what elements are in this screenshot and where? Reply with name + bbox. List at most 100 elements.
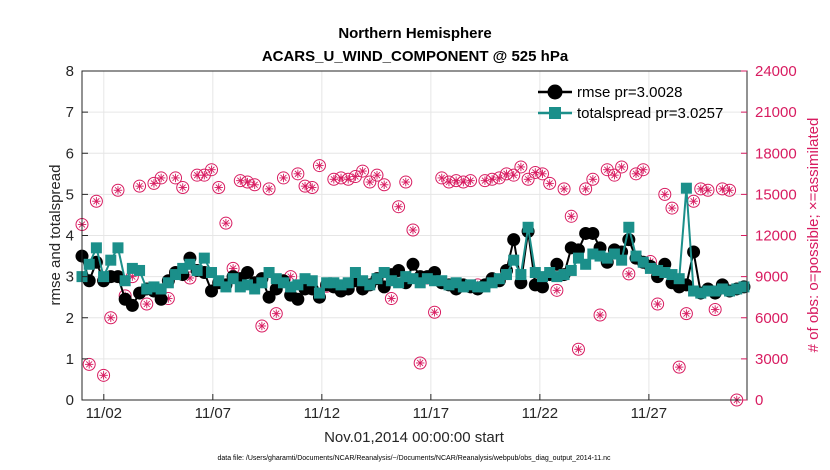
- obs-assimilated-marker: [316, 162, 323, 169]
- obs-point: [356, 164, 370, 178]
- obs-assimilated-marker: [582, 185, 589, 193]
- obs-possible-marker: [104, 311, 118, 325]
- obs-point: [615, 160, 629, 174]
- obs-point: [507, 168, 521, 182]
- y-tick-label: 2: [66, 310, 74, 327]
- obs-possible-marker: [651, 297, 665, 311]
- totalspread-point: [429, 275, 441, 287]
- totalspread-point: [544, 267, 556, 279]
- obs-possible-marker: [111, 183, 125, 197]
- totalspread-point: [270, 273, 282, 285]
- obs-assimilated-marker: [344, 176, 352, 183]
- obs-point: [701, 183, 715, 197]
- totalspread-point: [349, 267, 361, 279]
- obs-point: [557, 182, 571, 196]
- obs-point: [133, 179, 147, 193]
- obs-possible-marker: [543, 176, 557, 190]
- obs-possible-marker: [615, 160, 629, 174]
- obs-assimilated-marker: [280, 174, 287, 182]
- totalspread-point: [587, 248, 599, 260]
- totalspread-point: [98, 271, 110, 283]
- chart-title-line1: Northern Hemisphere: [338, 25, 491, 42]
- y-axis-right-label: # of obs: o=possible; ×=assimilated: [805, 118, 822, 353]
- obs-assimilated-marker: [273, 310, 280, 317]
- obs-assimilated-marker: [568, 213, 575, 220]
- totalspread-point: [666, 269, 678, 281]
- obs-possible-marker: [658, 187, 672, 201]
- totalspread-point: [457, 281, 469, 293]
- obs-possible-marker: [672, 360, 686, 374]
- y-tick-label: 0: [66, 392, 74, 409]
- obs-assimilated-marker: [215, 184, 222, 191]
- obs-assimilated-marker: [208, 166, 215, 173]
- legend-label-rmse: rmse pr=3.0028: [577, 84, 682, 101]
- obs-possible-marker: [262, 182, 276, 196]
- totalspread-point: [162, 277, 174, 289]
- totalspread-point: [551, 271, 563, 283]
- rmse-point: [406, 257, 420, 271]
- totalspread-point: [357, 275, 369, 287]
- obs-point: [636, 163, 650, 177]
- obs-possible-marker: [255, 319, 269, 333]
- obs-assimilated-marker: [330, 176, 338, 183]
- obs-possible-marker: [557, 182, 571, 196]
- totalspread-point: [680, 182, 692, 194]
- obs-possible-marker: [89, 194, 103, 208]
- obs-possible-marker: [384, 292, 398, 306]
- obs-point: [428, 305, 442, 319]
- obs-point: [708, 303, 722, 317]
- obs-assimilated-marker: [229, 265, 237, 272]
- y-tick-label: 1: [66, 351, 74, 368]
- totalspread-point: [119, 275, 131, 287]
- obs-assimilated-marker: [467, 177, 474, 184]
- obs-possible-marker: [140, 297, 154, 311]
- obs-possible-marker: [312, 159, 326, 173]
- totalspread-point: [738, 281, 750, 293]
- obs-possible-marker: [586, 172, 600, 186]
- obs-possible-marker: [406, 223, 420, 237]
- obs-possible-marker: [154, 171, 168, 185]
- totalspread-point: [724, 285, 736, 297]
- obs-assimilated-marker: [438, 174, 446, 182]
- obs-possible-marker: [665, 201, 679, 215]
- obs-possible-marker: [356, 164, 370, 178]
- obs-possible-marker: [435, 171, 449, 185]
- totalspread-point: [522, 221, 534, 233]
- y-axis-label: rmse and totalspread: [47, 165, 64, 306]
- totalspread-point: [421, 273, 433, 285]
- obs-point: [543, 176, 557, 190]
- obs-point: [363, 175, 377, 189]
- obs-possible-marker: [399, 175, 413, 189]
- obs-possible-marker: [392, 200, 406, 214]
- y-right-tick-label: 21000: [755, 104, 797, 121]
- totalspread-point: [644, 262, 656, 274]
- y-tick-label: 7: [66, 104, 74, 121]
- obs-assimilated-marker: [625, 270, 633, 278]
- totalspread-point: [515, 269, 527, 281]
- obs-point: [672, 360, 686, 374]
- obs-assimilated-marker: [143, 300, 151, 308]
- obs-assimilated-marker: [524, 176, 532, 183]
- totalspread-point: [306, 275, 318, 287]
- totalspread-point: [731, 283, 743, 295]
- rmse-point: [291, 292, 305, 306]
- totalspread-point: [134, 264, 146, 276]
- obs-assimilated-marker: [575, 346, 582, 353]
- obs-possible-marker: [679, 307, 693, 321]
- y-tick-label: 8: [66, 63, 74, 80]
- obs-assimilated-marker: [611, 171, 618, 179]
- rmse-point: [125, 298, 139, 312]
- obs-point: [82, 357, 96, 371]
- obs-point: [593, 308, 607, 322]
- obs-assimilated-marker: [186, 274, 194, 282]
- y-right-tick-label: 18000: [755, 145, 797, 162]
- rmse-point: [687, 245, 701, 259]
- y-right-tick-label: 15000: [755, 186, 797, 203]
- totalspread-point: [328, 277, 340, 289]
- obs-point: [406, 223, 420, 237]
- obs-point: [377, 178, 391, 192]
- totalspread-point: [472, 281, 484, 293]
- obs-point: [341, 172, 355, 186]
- totalspread-point: [105, 254, 117, 266]
- obs-assimilated-marker: [136, 182, 143, 190]
